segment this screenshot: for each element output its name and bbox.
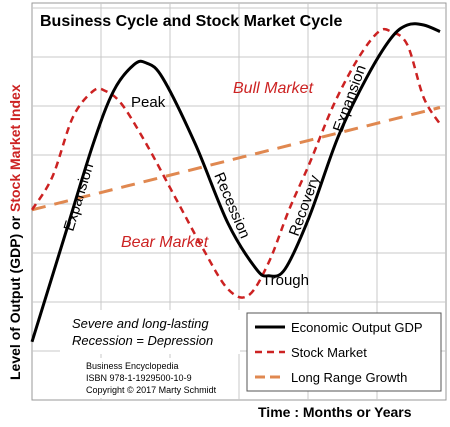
label-bear-market: Bear Market bbox=[121, 234, 209, 251]
chart-title: Business Cycle and Stock Market Cycle bbox=[40, 13, 342, 30]
legend-label-stock-market: Stock Market bbox=[291, 345, 367, 360]
label-peak: Peak bbox=[131, 94, 166, 111]
legend: Economic Output GDP Stock Market Long Ra… bbox=[247, 313, 441, 391]
legend-label-gdp: Economic Output GDP bbox=[291, 320, 423, 335]
y-axis-label-part1: Level of Output (GDP) or bbox=[7, 212, 23, 380]
note-line-2: Recession = Depression bbox=[72, 333, 213, 348]
source-line-3: Copyright © 2017 Marty Schmidt bbox=[86, 385, 217, 395]
note-line-1: Severe and long-lasting bbox=[72, 316, 209, 331]
source-line-2: ISBN 978-1-1929500-10-9 bbox=[86, 373, 192, 383]
label-trough: Trough bbox=[262, 272, 309, 289]
source-line-1: Business Encyclopedia bbox=[86, 361, 179, 371]
x-axis-label: Time : Months or Years bbox=[258, 404, 412, 420]
y-axis-label: Level of Output (GDP) or Stock Market In… bbox=[7, 84, 23, 380]
y-axis-label-part2: Stock Market Index bbox=[7, 84, 23, 212]
label-bull-market: Bull Market bbox=[233, 80, 314, 97]
legend-label-long-range-growth: Long Range Growth bbox=[291, 370, 407, 385]
